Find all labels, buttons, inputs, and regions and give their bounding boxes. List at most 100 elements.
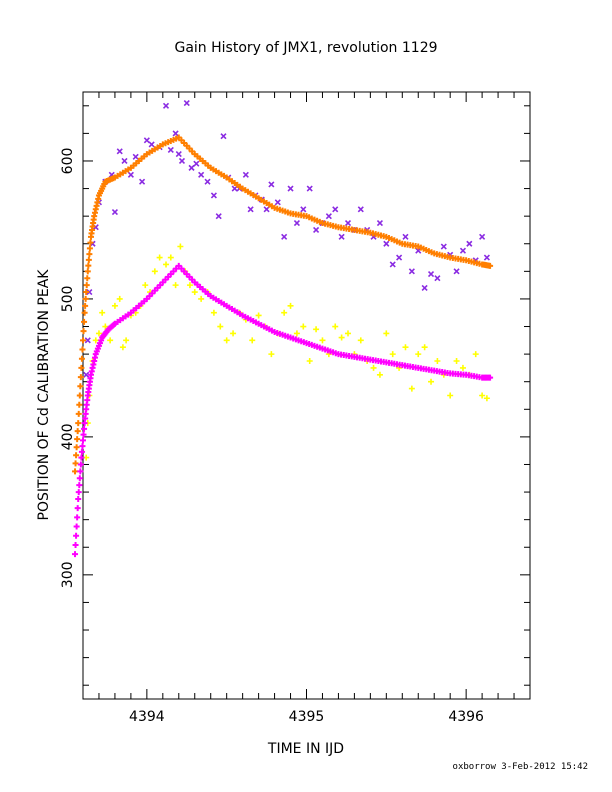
series-group [72,262,494,558]
data-point [287,185,294,192]
data-series-layer [72,99,494,558]
data-point [293,330,300,337]
data-point [80,431,87,438]
data-point [434,358,441,365]
data-point [376,219,384,227]
data-point [77,468,84,475]
y-tick-label: 600 [60,148,76,175]
data-point [81,309,88,316]
data-point [466,240,473,247]
data-point [217,323,224,330]
data-point [204,178,211,185]
data-point [230,330,237,337]
data-point [84,275,91,282]
data-point [396,254,403,261]
data-point [281,233,288,240]
data-point [210,309,217,316]
data-point [453,268,460,275]
data-point [83,371,90,378]
data-point [193,160,200,167]
data-point [434,275,441,282]
data-point [78,454,85,461]
data-point [183,99,190,107]
data-point [73,444,80,451]
data-point [370,364,377,371]
data-point [132,153,139,160]
data-point [332,206,339,213]
data-point [177,243,184,250]
data-point [107,337,114,344]
y-tick-label: 500 [60,286,76,313]
data-point [78,355,85,362]
data-point [143,137,150,144]
data-point [75,420,82,427]
data-point [421,284,428,291]
data-point [86,251,93,258]
data-point [178,157,186,165]
data-point [408,268,415,275]
series-group [72,134,494,475]
data-point [186,282,193,289]
data-point [268,351,275,358]
data-point [487,262,494,269]
y-axis-label: POSITION OF Cd CALIBRATION PEAK [36,269,52,521]
data-point [483,395,490,402]
data-point [428,378,435,385]
data-point [389,351,396,358]
data-point [102,323,109,330]
data-point [139,178,146,185]
data-point [72,541,79,548]
data-point [453,358,460,365]
data-point [345,330,352,337]
data-point [80,328,87,335]
data-point [74,514,81,521]
data-point [172,282,179,289]
x-tick-label: 4394 [129,709,165,725]
data-point [415,351,422,358]
data-point [72,551,79,558]
data-point [75,410,82,417]
data-point [459,247,467,254]
data-point [376,371,383,378]
x-axis-ticks: 4394 4395 4396 [82,92,531,725]
data-point [293,219,300,227]
plot-frame [82,91,531,700]
data-point [151,268,158,275]
data-point [72,460,79,467]
data-point [116,295,123,302]
data-point [75,489,82,496]
data-point [338,233,345,240]
data-point [167,146,174,154]
y-axis-ticks: 300 400 500 600 [60,105,530,686]
data-point [268,181,275,188]
data-point [81,318,88,325]
data-point [459,364,466,371]
data-point [188,164,195,171]
x-tick-label: 4396 [448,709,484,725]
data-point [76,482,83,489]
data-point [84,268,91,275]
data-point [162,102,170,109]
data-point [123,337,130,344]
data-point [92,337,99,344]
data-point [274,199,281,206]
data-point [172,130,179,137]
data-point [77,383,84,390]
data-point [447,392,454,399]
data-point [80,437,86,444]
data-point [313,226,320,234]
data-point [479,233,486,240]
x-tick-label: 4395 [289,709,325,725]
data-point [281,309,288,316]
data-point [198,171,205,178]
data-point [319,337,326,344]
data-point [440,243,447,250]
chart-title: Gain History of JMX1, revolution 1129 [174,40,437,56]
data-point [421,344,428,351]
y-tick-label: 300 [60,561,76,588]
data-point [163,261,170,268]
data-point [87,239,94,246]
data-point [300,323,307,330]
data-point [242,171,249,178]
